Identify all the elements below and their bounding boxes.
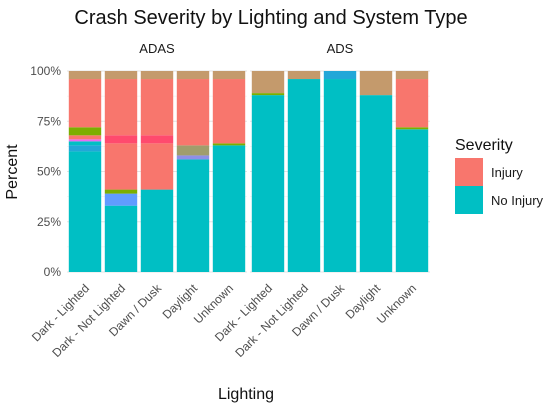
bar-adas-0-segment-0 xyxy=(68,151,102,272)
bar-ads-2-segment-1 xyxy=(323,71,357,80)
bar-adas-3-segment-3 xyxy=(176,79,210,146)
bar-adas-1-segment-3 xyxy=(104,143,138,190)
bar-ads-3-segment-0 xyxy=(359,95,393,273)
y-tick-label: 0% xyxy=(44,265,62,279)
x-axis-title: Lighting xyxy=(218,386,274,403)
legend-label-injury: Injury xyxy=(491,165,523,180)
bar-ads-4-segment-3 xyxy=(395,71,429,80)
bar-adas-3-segment-1 xyxy=(176,155,210,160)
bar-ads-0-segment-0 xyxy=(251,95,285,273)
bar-adas-3-segment-2 xyxy=(176,145,210,156)
bar-adas-2-segment-1 xyxy=(140,143,174,190)
bar-adas-4-segment-2 xyxy=(212,79,246,144)
bar-adas-3-segment-4 xyxy=(176,71,210,80)
legend-title: Severity xyxy=(455,137,513,154)
bar-adas-2-segment-3 xyxy=(140,79,174,136)
bar-ads-0-segment-2 xyxy=(251,71,285,94)
y-axis-title: Percent xyxy=(4,144,21,200)
bar-ads-0-segment-1 xyxy=(251,93,285,96)
bar-adas-1-segment-1 xyxy=(104,193,138,206)
y-tick-label: 50% xyxy=(37,165,61,179)
bar-ads-3-segment-1 xyxy=(359,71,393,96)
y-tick-label: 100% xyxy=(30,64,61,78)
bar-ads-4-segment-2 xyxy=(395,79,429,128)
bar-ads-1-segment-1 xyxy=(287,71,321,80)
legend-key-no-injury xyxy=(455,186,483,214)
x-tick-label: Unknown xyxy=(374,281,419,326)
bar-adas-2-segment-0 xyxy=(140,189,174,272)
bar-adas-0-segment-6 xyxy=(68,79,102,128)
bar-adas-1-segment-6 xyxy=(104,71,138,80)
bar-adas-4-segment-3 xyxy=(212,71,246,80)
legend: Severity Injury No Injury xyxy=(455,137,544,214)
bar-adas-0-segment-3 xyxy=(68,139,102,142)
bar-ads-4-segment-0 xyxy=(395,129,429,272)
bar-ads-1-segment-0 xyxy=(287,79,321,272)
bar-adas-0-segment-4 xyxy=(68,135,102,140)
legend-key-injury xyxy=(455,158,483,186)
facet-strip-ads: ADS xyxy=(327,41,354,56)
y-tick-label: 75% xyxy=(37,114,61,128)
bar-adas-2-segment-4 xyxy=(140,71,174,80)
bar-adas-2-segment-2 xyxy=(140,135,174,144)
bar-adas-4-segment-0 xyxy=(212,145,246,272)
bar-adas-0-segment-7 xyxy=(68,71,102,80)
legend-label-no-injury: No Injury xyxy=(491,193,544,208)
bar-adas-0-segment-2 xyxy=(68,141,102,146)
bar-adas-1-segment-0 xyxy=(104,205,138,272)
chart-title: Crash Severity by Lighting and System Ty… xyxy=(74,7,467,29)
y-tick-label: 25% xyxy=(37,215,61,229)
bar-adas-3-segment-0 xyxy=(176,159,210,272)
bar-adas-0-segment-1 xyxy=(68,145,102,152)
facet-strip-adas: ADAS xyxy=(139,41,175,56)
bar-adas-1-segment-4 xyxy=(104,135,138,144)
bar-adas-0-segment-5 xyxy=(68,127,102,136)
bar-ads-2-segment-0 xyxy=(323,79,357,272)
bar-ads-4-segment-1 xyxy=(395,127,429,130)
bar-adas-1-segment-2 xyxy=(104,189,138,194)
bar-adas-1-segment-5 xyxy=(104,79,138,136)
bar-adas-4-segment-1 xyxy=(212,143,246,146)
